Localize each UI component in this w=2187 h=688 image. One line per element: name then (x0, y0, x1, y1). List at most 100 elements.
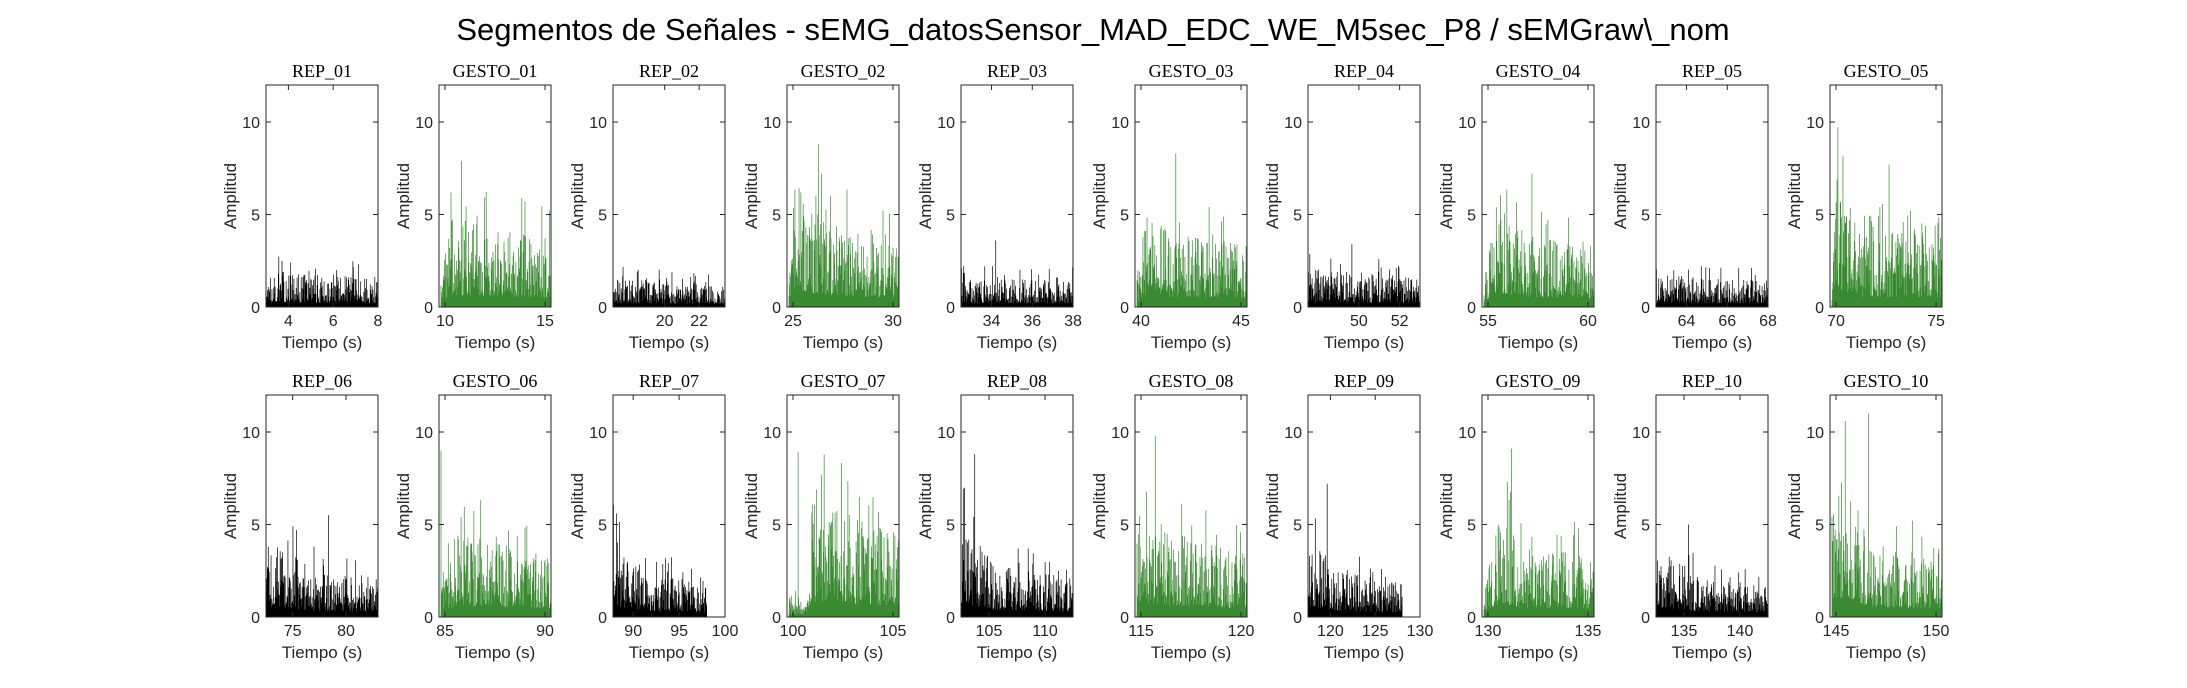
y-tick-label: 0 (772, 300, 781, 317)
subplot-rep-03: 0 5 10 34 36 38 REP_03 Tiempo (s) Amplitud (916, 61, 1082, 352)
y-tick-label: 5 (251, 518, 260, 535)
signal-bars (1136, 435, 1248, 617)
subplot-rep-06: 0 5 10 75 80 REP_06 Tiempo (s) Amplitud (221, 371, 379, 662)
x-axis-label: Tiempo (s) (1498, 643, 1579, 662)
axes-frame (1307, 394, 1421, 618)
y-axis-label: Amplitud (916, 163, 935, 229)
subplot-title: GESTO_03 (1149, 61, 1234, 81)
axes-frame (438, 84, 552, 308)
subplot-gesto-03: 0 5 10 40 45 GESTO_03 Tiempo (s) Amplitud (1090, 61, 1250, 352)
y-tick-label: 0 (946, 300, 955, 317)
x-axis-label: Tiempo (s) (1672, 643, 1753, 662)
signal-bars (788, 452, 900, 617)
signal-bars (788, 144, 900, 307)
axes-box (265, 84, 379, 308)
y-tick-label: 5 (424, 208, 433, 225)
x-axis-label: Tiempo (s) (1846, 643, 1927, 662)
y-axis-label: Amplitud (568, 163, 587, 229)
subplot-rep-04: 0 5 10 50 52 REP_04 Tiempo (s) Amplitud (1263, 61, 1421, 352)
axes-frame (1481, 84, 1595, 308)
y-tick-label: 5 (1120, 518, 1129, 535)
y-tick-label: 10 (242, 425, 260, 442)
y-tick-label: 5 (946, 208, 955, 225)
axes-box (1307, 394, 1421, 618)
x-tick-label: 8 (374, 313, 383, 330)
y-tick-label: 5 (598, 518, 607, 535)
y-tick-label: 10 (589, 425, 607, 442)
subplot-title: REP_04 (1334, 61, 1394, 81)
subplot-title: GESTO_07 (801, 371, 886, 391)
signal-bars (1831, 127, 1943, 307)
axes-frame (1655, 394, 1769, 618)
y-axis-label: Amplitud (1611, 473, 1630, 539)
x-tick-label: 125 (1362, 623, 1389, 640)
x-tick-label: 15 (536, 313, 554, 330)
subplot-title: REP_10 (1682, 371, 1742, 391)
y-axis-label: Amplitud (1090, 473, 1109, 539)
y-tick-label: 0 (1815, 610, 1824, 627)
x-axis-label: Tiempo (s) (803, 333, 884, 352)
y-tick-label: 10 (1632, 115, 1650, 132)
x-tick-label: 150 (1923, 623, 1950, 640)
y-axis-label: Amplitud (742, 473, 761, 539)
y-tick-label: 5 (1120, 208, 1129, 225)
x-axis-label: Tiempo (s) (629, 333, 710, 352)
y-axis-label: Amplitud (568, 473, 587, 539)
y-axis-label: Amplitud (221, 163, 240, 229)
y-axis-label: Amplitud (394, 473, 413, 539)
x-axis-label: Tiempo (s) (455, 643, 536, 662)
subplot-title: GESTO_05 (1844, 61, 1929, 81)
x-axis-label: Tiempo (s) (1151, 643, 1232, 662)
x-tick-label: 95 (670, 623, 688, 640)
y-tick-label: 0 (598, 300, 607, 317)
y-tick-label: 5 (251, 208, 260, 225)
x-axis-label: Tiempo (s) (1324, 333, 1405, 352)
subplot-title: GESTO_02 (801, 61, 886, 81)
y-axis-label: Amplitud (221, 473, 240, 539)
y-tick-label: 0 (424, 610, 433, 627)
signal-bars (1483, 448, 1595, 617)
x-axis-label: Tiempo (s) (1324, 643, 1405, 662)
y-tick-label: 0 (1293, 300, 1302, 317)
subplot-gesto-06: 0 5 10 85 90 GESTO_06 Tiempo (s) Amplitud (394, 371, 554, 662)
subplot-title: REP_07 (639, 371, 699, 391)
y-tick-label: 5 (946, 518, 955, 535)
signal-bars (440, 160, 552, 307)
x-tick-label: 100 (780, 623, 807, 640)
x-tick-label: 135 (1575, 623, 1602, 640)
x-tick-label: 25 (784, 313, 802, 330)
y-tick-label: 10 (763, 115, 781, 132)
subplot-rep-10: 0 5 10 135 140 REP_10 Tiempo (s) Amplitud (1611, 371, 1769, 662)
y-axis-label: Amplitud (1437, 473, 1456, 539)
y-tick-label: 10 (1458, 425, 1476, 442)
y-axis-label: Amplitud (742, 163, 761, 229)
x-axis-label: Tiempo (s) (455, 333, 536, 352)
x-tick-label: 30 (884, 313, 902, 330)
y-tick-label: 0 (1815, 300, 1824, 317)
subplot-gesto-10: 0 5 10 145 150 GESTO_10 Tiempo (s) Amplitud (1785, 371, 1949, 662)
x-axis-label: Tiempo (s) (282, 333, 363, 352)
x-axis-label: Tiempo (s) (1498, 333, 1579, 352)
x-tick-label: 38 (1064, 313, 1082, 330)
y-axis-label: Amplitud (1785, 473, 1804, 539)
y-tick-label: 10 (415, 115, 433, 132)
y-tick-label: 0 (424, 300, 433, 317)
y-tick-label: 0 (1120, 300, 1129, 317)
y-tick-label: 5 (1641, 208, 1650, 225)
signal-bars (1831, 413, 1943, 617)
subplot-title: REP_09 (1334, 371, 1394, 391)
x-tick-label: 40 (1132, 313, 1150, 330)
subplot-title: REP_03 (987, 61, 1047, 81)
x-tick-label: 36 (1023, 313, 1041, 330)
subplot-gesto-04: 0 5 10 55 60 GESTO_04 Tiempo (s) Amplitud (1437, 61, 1597, 352)
x-axis-label: Tiempo (s) (1672, 333, 1753, 352)
x-tick-label: 85 (436, 623, 454, 640)
axes-frame (1134, 84, 1248, 308)
x-tick-label: 6 (329, 313, 338, 330)
subplot-rep-08: 0 5 10 105 110 REP_08 Tiempo (s) Amplitud (916, 371, 1074, 662)
x-tick-label: 145 (1823, 623, 1850, 640)
subplot-title: REP_08 (987, 371, 1047, 391)
x-axis-label: Tiempo (s) (282, 643, 363, 662)
subplot-gesto-07: 0 5 10 100 105 GESTO_07 Tiempo (s) Amplitud (742, 371, 906, 662)
